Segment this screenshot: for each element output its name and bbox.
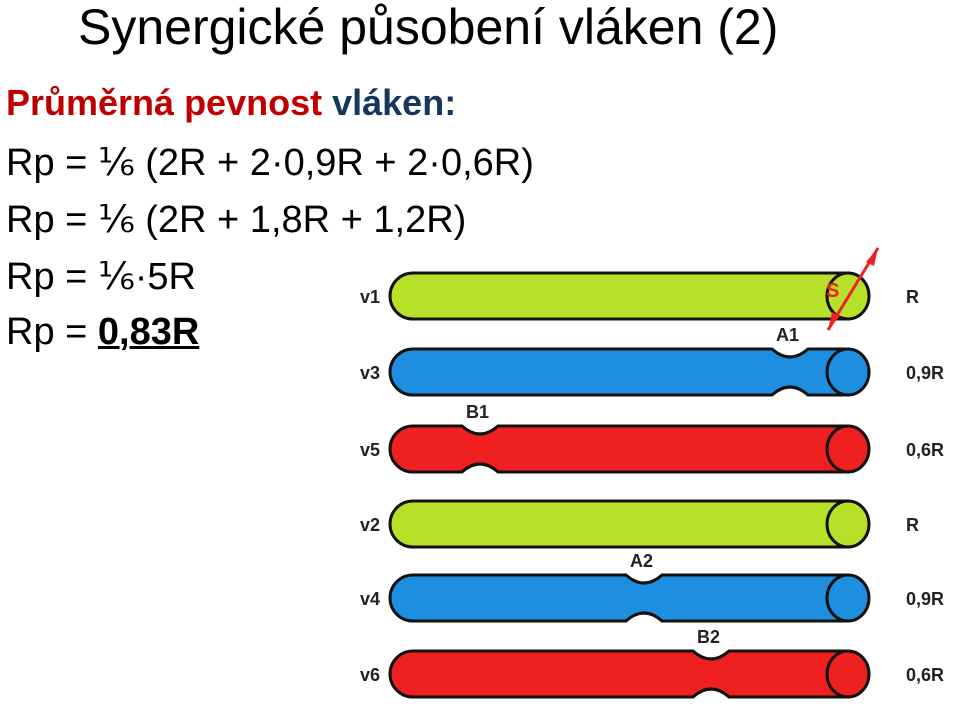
formula-line-3: Rp = ⅙·5R — [6, 256, 196, 298]
formula-line-2: Rp = ⅙ (2R + 1,8R + 1,2R) — [6, 199, 467, 241]
fiber-body-v1 — [388, 271, 850, 321]
section-arrow-bottom-icon — [828, 312, 840, 330]
notch-label-B2: B2 — [697, 627, 720, 647]
fiber-strength-v6: 0,6R — [906, 665, 944, 685]
fiber-body-v3 — [388, 347, 850, 397]
fiber-end-v2 — [825, 499, 871, 549]
notch-label-A2: A2 — [630, 551, 653, 571]
fiber-v3: v3 0,9R A1 — [360, 325, 944, 397]
fiber-label-v1: v1 — [360, 287, 380, 307]
section-label: S — [826, 280, 839, 302]
notch-label-A1: A1 — [776, 325, 799, 345]
formula-line-1: Rp = ⅙ (2R + 2·0,9R + 2·0,6R) — [6, 142, 534, 184]
fiber-end-v5 — [825, 424, 871, 474]
subtitle-part2: vláken: — [332, 82, 457, 123]
fiber-label-v4: v4 — [360, 589, 380, 609]
fiber-strength-v5: 0,6R — [906, 440, 944, 460]
subtitle: Průměrná pevnost vláken: — [6, 82, 456, 124]
fiber-v6: v6 0,6R B2 — [360, 627, 944, 699]
fiber-v2: v2 R — [360, 499, 919, 549]
fiber-strength-v2: R — [906, 515, 919, 535]
section-marker: S — [826, 247, 880, 331]
fiber-end-v3 — [825, 347, 871, 397]
fiber-v1: v1 R — [360, 271, 919, 321]
fiber-strength-v3: 0,9R — [906, 363, 944, 383]
fiber-v4: v4 0,9R A2 — [360, 551, 944, 623]
result-value: 0,83R — [97, 311, 200, 353]
fiber-label-v6: v6 — [360, 665, 380, 685]
result-prefix: Rp = — [6, 311, 98, 353]
fiber-label-v2: v2 — [360, 515, 380, 535]
fiber-body-v2 — [388, 499, 850, 549]
fiber-body-v5 — [388, 424, 850, 474]
fiber-strength-v1: R — [906, 287, 919, 307]
subtitle-part1: Průměrná pevnost — [6, 82, 323, 123]
formula-result: Rp = 0,83R — [6, 311, 199, 354]
fiber-label-v5: v5 — [360, 440, 380, 460]
fiber-body-v4 — [388, 573, 850, 623]
fiber-end-v6 — [825, 649, 871, 699]
fiber-end-v4 — [825, 573, 871, 623]
fiber-strength-v4: 0,9R — [906, 589, 944, 609]
fiber-label-v3: v3 — [360, 363, 380, 383]
section-arrow-top-icon — [866, 248, 878, 266]
fiber-v5: v5 0,6R B1 — [360, 402, 944, 474]
notch-label-B1: B1 — [466, 402, 489, 422]
page-title: Synergické působení vláken (2) — [78, 0, 779, 55]
fiber-body-v6 — [388, 649, 850, 699]
